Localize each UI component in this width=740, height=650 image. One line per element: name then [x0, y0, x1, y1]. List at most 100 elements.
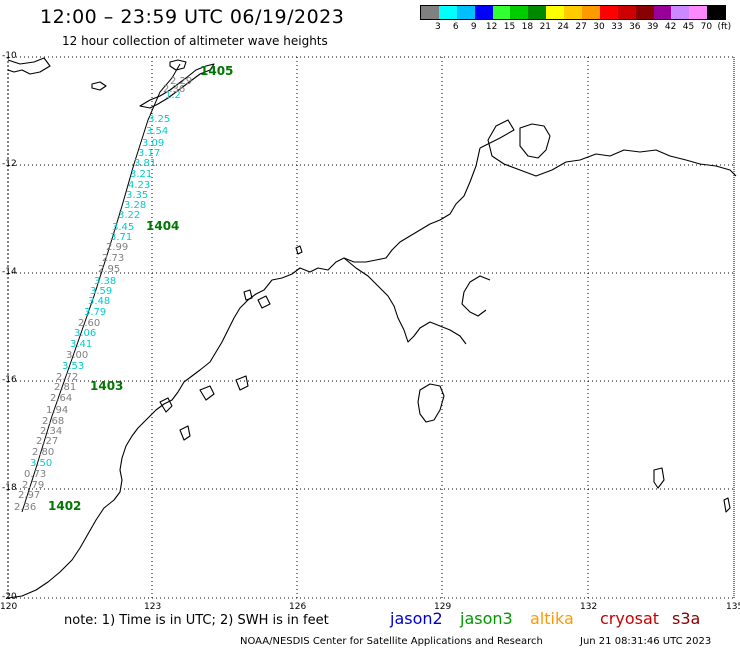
satellite-track — [21, 63, 181, 513]
track-value-label: 2.68 — [42, 416, 64, 427]
track-value-label: 3.22 — [118, 210, 140, 221]
track-time-label: 1402 — [48, 499, 81, 513]
coastline — [7, 57, 737, 599]
track-line — [21, 63, 181, 513]
legend-swatch — [564, 6, 583, 19]
track-value-label: 3.28 — [124, 200, 146, 211]
island-kimberley-1 — [159, 397, 173, 413]
legend-label: 70 — [700, 22, 713, 32]
island-kimberley-2 — [179, 425, 191, 441]
latitude-label: -14 — [2, 267, 17, 277]
legend-swatch — [582, 6, 600, 19]
track-values: 2.292.361.23.253.543.093.173.813.214.233… — [14, 76, 192, 513]
track-value-label: 3.09 — [142, 138, 164, 149]
legend-label: 45 — [682, 22, 695, 32]
page-title: 12:00 – 23:59 UTC 06/19/2023 — [40, 6, 345, 28]
map-frame — [7, 56, 735, 599]
island-wetar — [169, 59, 187, 71]
legend-swatch — [599, 6, 618, 19]
track-value-label: 3.59 — [90, 286, 112, 297]
track-value-label: 2.80 — [32, 447, 54, 458]
coastline-northern-australia — [479, 119, 737, 177]
latitude-label: -18 — [2, 483, 17, 493]
coastline-northwest — [7, 57, 51, 75]
legend-swatch — [635, 6, 654, 19]
satellite-name: jason3 — [460, 609, 513, 628]
track-value-label: 2.99 — [106, 242, 128, 253]
legend-label: 15 — [503, 22, 516, 32]
legend-label: 39 — [646, 22, 659, 32]
track-value-label: 3.50 — [30, 458, 52, 469]
legend-swatch — [456, 6, 475, 19]
longitude-label: 132 — [580, 602, 598, 612]
map-grid — [7, 56, 735, 599]
track-value-label: 2.29 — [170, 76, 192, 87]
legend-swatch — [421, 6, 439, 19]
legend-swatches — [420, 5, 727, 20]
legend-label: 27 — [575, 22, 587, 32]
legend-swatch — [689, 6, 708, 19]
track-value-label: 4.23 — [128, 180, 150, 191]
track-value-label: 3.48 — [88, 296, 110, 307]
latitude-label: -16 — [2, 375, 17, 385]
island-groote — [723, 497, 731, 513]
legend-label: 3 — [435, 22, 441, 32]
coastline-arnhem-west — [7, 147, 481, 599]
legend-label: 24 — [557, 22, 569, 32]
track-value-label: 3.81 — [134, 158, 156, 169]
track-value-label: 2.79 — [22, 480, 44, 491]
track-value-label: 3.25 — [148, 114, 170, 125]
track-value-label: 3.38 — [94, 276, 116, 287]
island-small-east — [653, 467, 665, 489]
track-value-label: 3.06 — [74, 328, 96, 339]
track-value-label: 2.81 — [54, 382, 76, 393]
track-value-label: 3.45 — [112, 222, 134, 233]
track-value-label: 0.73 — [24, 469, 46, 480]
satellite-name: cryosat — [600, 609, 660, 628]
page-subtitle: 12 hour collection of altimeter wave hei… — [62, 34, 328, 48]
coastline-gulf-east — [461, 275, 491, 317]
legend-swatch — [528, 6, 547, 19]
color-scale-legend: 3 6 9 12 15 18 21 24 27 30 33 36 39 42 45 70 (ft) — [420, 5, 731, 34]
legend-label: (ft) — [717, 22, 732, 32]
longitude-label: 120 — [0, 602, 18, 612]
legend-label: 36 — [629, 22, 641, 32]
island-timor — [139, 63, 215, 109]
legend-swatch — [546, 6, 565, 19]
track-value-label: 1.94 — [46, 405, 68, 416]
legend-swatch — [617, 6, 636, 19]
footer-note: note: 1) Time is in UTC; 2) SWH is in fe… — [64, 613, 329, 628]
track-value-label: 3.71 — [110, 232, 132, 243]
track-value-label: 3.00 — [66, 350, 88, 361]
longitude-label: 129 — [434, 602, 452, 612]
longitude-label: 135 — [726, 602, 740, 612]
track-value-label: 2.36 — [163, 84, 185, 95]
track-value-label: 2.34 — [40, 426, 62, 437]
island-small-north — [91, 81, 107, 91]
track-value-label: 3.35 — [126, 190, 148, 201]
legend-labels: 3 6 9 12 15 18 21 24 27 30 33 36 39 42 45 70 (ft) — [420, 20, 731, 34]
island-melville — [417, 383, 445, 423]
legend-swatch — [671, 6, 690, 19]
legend-label: 21 — [539, 22, 552, 32]
island-kimberley-4 — [235, 375, 249, 391]
track-value-label: 2.27 — [36, 436, 58, 447]
legend-label: 33 — [611, 22, 623, 32]
satellite-name: altika — [530, 609, 574, 628]
legend-label: 42 — [664, 22, 677, 32]
island-kimberley-7 — [295, 245, 303, 255]
track-value-label: 2.95 — [98, 264, 120, 275]
legend-swatch — [438, 6, 457, 19]
track-value-label: 3.17 — [138, 148, 160, 159]
legend-label: 18 — [521, 22, 534, 32]
latitude-label: -12 — [2, 159, 17, 169]
legend-swatch — [492, 6, 511, 19]
legend-label: 9 — [470, 22, 477, 32]
legend-swatch — [653, 6, 672, 19]
track-value-label: 3.41 — [70, 339, 92, 350]
island-tanimbar — [519, 123, 551, 159]
track-value-label: 3.21 — [130, 169, 152, 180]
credit-text: NOAA/NESDIS Center for Satellite Applica… — [240, 636, 543, 647]
